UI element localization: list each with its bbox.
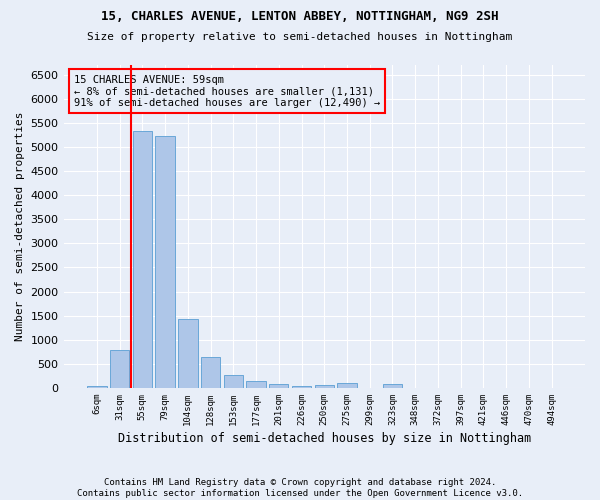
Bar: [383, 384, 402, 388]
Bar: [155, 136, 175, 388]
Bar: [247, 381, 266, 388]
Text: 15 CHARLES AVENUE: 59sqm
← 8% of semi-detached houses are smaller (1,131)
91% of: 15 CHARLES AVENUE: 59sqm ← 8% of semi-de…: [74, 74, 380, 108]
Bar: [314, 385, 334, 388]
Text: Size of property relative to semi-detached houses in Nottingham: Size of property relative to semi-detach…: [88, 32, 512, 42]
Bar: [269, 384, 289, 388]
Bar: [133, 130, 152, 388]
Text: Contains HM Land Registry data © Crown copyright and database right 2024.
Contai: Contains HM Land Registry data © Crown c…: [77, 478, 523, 498]
X-axis label: Distribution of semi-detached houses by size in Nottingham: Distribution of semi-detached houses by …: [118, 432, 531, 445]
Bar: [292, 386, 311, 388]
Bar: [110, 350, 130, 388]
Bar: [178, 320, 197, 388]
Bar: [87, 386, 107, 388]
Bar: [224, 375, 243, 388]
Text: 15, CHARLES AVENUE, LENTON ABBEY, NOTTINGHAM, NG9 2SH: 15, CHARLES AVENUE, LENTON ABBEY, NOTTIN…: [101, 10, 499, 23]
Bar: [201, 357, 220, 388]
Y-axis label: Number of semi-detached properties: Number of semi-detached properties: [15, 112, 25, 341]
Bar: [337, 384, 356, 388]
